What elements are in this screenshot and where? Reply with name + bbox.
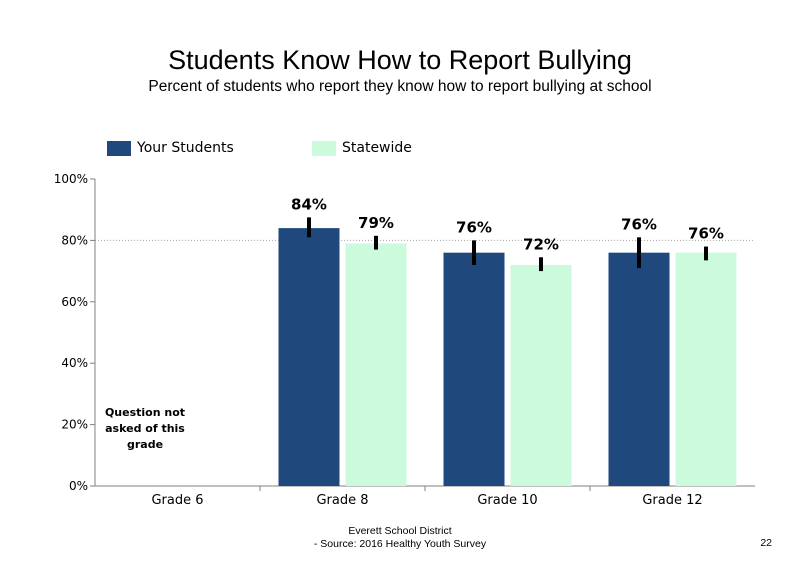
bar bbox=[510, 264, 572, 486]
legend-swatch-statewide bbox=[312, 141, 336, 156]
chart-subtitle: Percent of students who report they know… bbox=[148, 78, 652, 95]
footer: Everett School District - Source: 2016 H… bbox=[250, 525, 550, 551]
x-tick-label: Grade 10 bbox=[477, 493, 537, 508]
footer-district: Everett School District bbox=[348, 525, 452, 537]
y-tick-label: 40% bbox=[61, 356, 88, 370]
legend-label-statewide: Statewide bbox=[342, 140, 412, 156]
y-tick-label: 60% bbox=[61, 295, 88, 309]
data-label: 76% bbox=[456, 218, 492, 236]
legend-swatch-your-students bbox=[107, 141, 131, 156]
data-label: 79% bbox=[358, 214, 394, 232]
data-label: 72% bbox=[523, 235, 559, 253]
x-tick-label: Grade 12 bbox=[642, 493, 702, 508]
legend-label-your-students: Your Students bbox=[137, 140, 234, 156]
y-tick-label: 80% bbox=[61, 233, 88, 247]
chart-title: Students Know How to Report Bullying bbox=[168, 45, 632, 75]
bar bbox=[608, 252, 670, 486]
data-label: 76% bbox=[621, 215, 657, 233]
y-tick-label: 100% bbox=[54, 172, 88, 186]
page-number: 22 bbox=[760, 537, 772, 549]
data-label: 76% bbox=[688, 225, 724, 243]
data-label: 84% bbox=[291, 195, 327, 213]
bar bbox=[345, 243, 407, 486]
y-tick-label: 0% bbox=[69, 479, 88, 493]
bar bbox=[443, 252, 505, 486]
not-asked-note: Question not asked of this grade bbox=[104, 406, 186, 451]
x-tick-label: Grade 8 bbox=[316, 493, 368, 508]
y-tick-label: 20% bbox=[61, 418, 88, 432]
bar bbox=[675, 252, 737, 486]
x-tick-label: Grade 6 bbox=[151, 493, 203, 508]
footer-source: - Source: 2016 Healthy Youth Survey bbox=[313, 538, 487, 550]
bar bbox=[278, 228, 340, 486]
